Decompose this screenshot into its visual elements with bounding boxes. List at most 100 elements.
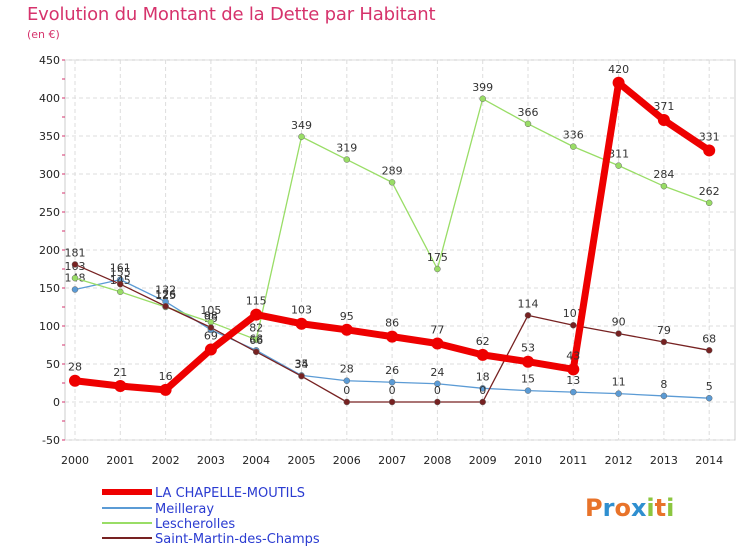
y-tick-label: 300 bbox=[39, 168, 60, 181]
data-label: 132 bbox=[155, 284, 176, 297]
data-point bbox=[660, 182, 668, 190]
data-label: 114 bbox=[518, 297, 539, 310]
data-point bbox=[431, 337, 444, 350]
legend-label: Lescherolles bbox=[155, 517, 235, 532]
data-label: 336 bbox=[563, 129, 584, 142]
series-line bbox=[74, 98, 710, 341]
data-label: 262 bbox=[699, 185, 720, 198]
data-point bbox=[660, 392, 668, 400]
data-point bbox=[340, 323, 353, 336]
data-point bbox=[524, 120, 532, 128]
x-tick-label: 2005 bbox=[288, 454, 316, 467]
x-tick-label: 2009 bbox=[469, 454, 497, 467]
data-point bbox=[615, 330, 622, 337]
data-point bbox=[343, 377, 351, 384]
data-point bbox=[434, 265, 441, 273]
data-point bbox=[524, 312, 532, 319]
legend-label: Saint-Martin-des-Champs bbox=[155, 532, 320, 547]
x-tick-label: 2014 bbox=[695, 454, 723, 467]
data-point bbox=[705, 394, 713, 402]
x-tick-label: 2007 bbox=[378, 454, 406, 467]
data-label: 69 bbox=[204, 330, 218, 343]
y-tick-label: 350 bbox=[39, 130, 60, 143]
y-tick-label: 100 bbox=[39, 320, 60, 333]
data-point bbox=[69, 374, 81, 387]
data-label: 366 bbox=[518, 106, 539, 119]
data-label: 5 bbox=[706, 380, 713, 393]
x-tick-label: 2012 bbox=[605, 454, 633, 467]
data-label: 82 bbox=[249, 322, 263, 335]
data-label: 115 bbox=[246, 295, 267, 308]
data-point bbox=[479, 398, 486, 406]
data-point bbox=[343, 156, 351, 163]
data-point bbox=[434, 380, 441, 388]
data-point bbox=[71, 261, 79, 268]
data-point bbox=[71, 286, 79, 293]
data-label: 43 bbox=[566, 349, 580, 362]
data-point bbox=[71, 274, 79, 282]
data-label: 98 bbox=[204, 310, 218, 323]
data-label: 28 bbox=[68, 361, 82, 374]
data-point bbox=[657, 114, 670, 127]
x-tick-label: 2002 bbox=[152, 454, 180, 467]
data-label: 62 bbox=[476, 335, 490, 348]
data-point bbox=[298, 372, 305, 380]
unit-label: (en €) bbox=[27, 28, 60, 41]
data-label: 126 bbox=[155, 288, 176, 301]
x-tick-label: 2013 bbox=[650, 454, 678, 467]
data-label: 26 bbox=[385, 364, 399, 377]
data-point bbox=[114, 380, 127, 393]
data-point bbox=[343, 398, 351, 406]
y-tick-label: 400 bbox=[39, 92, 60, 105]
data-point bbox=[388, 398, 396, 406]
proxiti-logo: Proxiti bbox=[585, 494, 674, 522]
data-point bbox=[386, 330, 399, 343]
data-point bbox=[705, 199, 713, 207]
y-tick-label: 150 bbox=[39, 282, 60, 295]
x-tick-label: 2001 bbox=[106, 454, 134, 467]
data-label: 289 bbox=[382, 164, 403, 177]
y-tick-label: 200 bbox=[39, 244, 60, 257]
data-point bbox=[295, 317, 308, 330]
data-label: 16 bbox=[159, 370, 173, 383]
y-tick-label: -50 bbox=[42, 434, 60, 447]
x-tick-label: 2011 bbox=[559, 454, 587, 467]
data-label: 8 bbox=[660, 378, 667, 391]
data-label: 0 bbox=[434, 384, 441, 397]
data-point bbox=[703, 144, 716, 157]
x-tick-label: 2006 bbox=[333, 454, 361, 467]
data-label: 77 bbox=[430, 323, 444, 336]
data-label: 0 bbox=[479, 384, 486, 397]
data-label: 90 bbox=[612, 316, 626, 329]
data-label: 28 bbox=[340, 363, 354, 376]
data-point bbox=[612, 76, 625, 89]
data-point bbox=[252, 336, 260, 343]
y-tick-label: 450 bbox=[39, 54, 60, 67]
data-label: 15 bbox=[521, 373, 535, 386]
data-label: 95 bbox=[340, 310, 354, 323]
data-point bbox=[479, 385, 486, 392]
data-label: 53 bbox=[521, 342, 535, 355]
x-tick-label: 2010 bbox=[514, 454, 542, 467]
data-label: 11 bbox=[612, 376, 626, 389]
data-label: 0 bbox=[389, 384, 396, 397]
data-point bbox=[479, 95, 486, 103]
data-label: 66 bbox=[249, 334, 263, 347]
legend-label: Meilleray bbox=[155, 502, 214, 517]
data-label: 18 bbox=[476, 370, 490, 383]
data-label: 35 bbox=[295, 357, 309, 370]
data-label: 145 bbox=[110, 274, 131, 287]
data-label: 86 bbox=[385, 317, 399, 330]
x-tick-label: 2004 bbox=[242, 454, 270, 467]
data-point bbox=[615, 162, 622, 169]
data-point bbox=[570, 143, 577, 150]
legend-label: LA CHAPELLE-MOUTILS bbox=[155, 486, 305, 501]
data-point bbox=[615, 390, 622, 397]
data-label: 68 bbox=[702, 332, 716, 345]
x-tick-label: 2008 bbox=[423, 454, 451, 467]
data-label: 284 bbox=[653, 168, 674, 181]
data-point bbox=[570, 321, 577, 329]
y-tick-label: 0 bbox=[53, 396, 60, 409]
data-point bbox=[476, 348, 489, 361]
